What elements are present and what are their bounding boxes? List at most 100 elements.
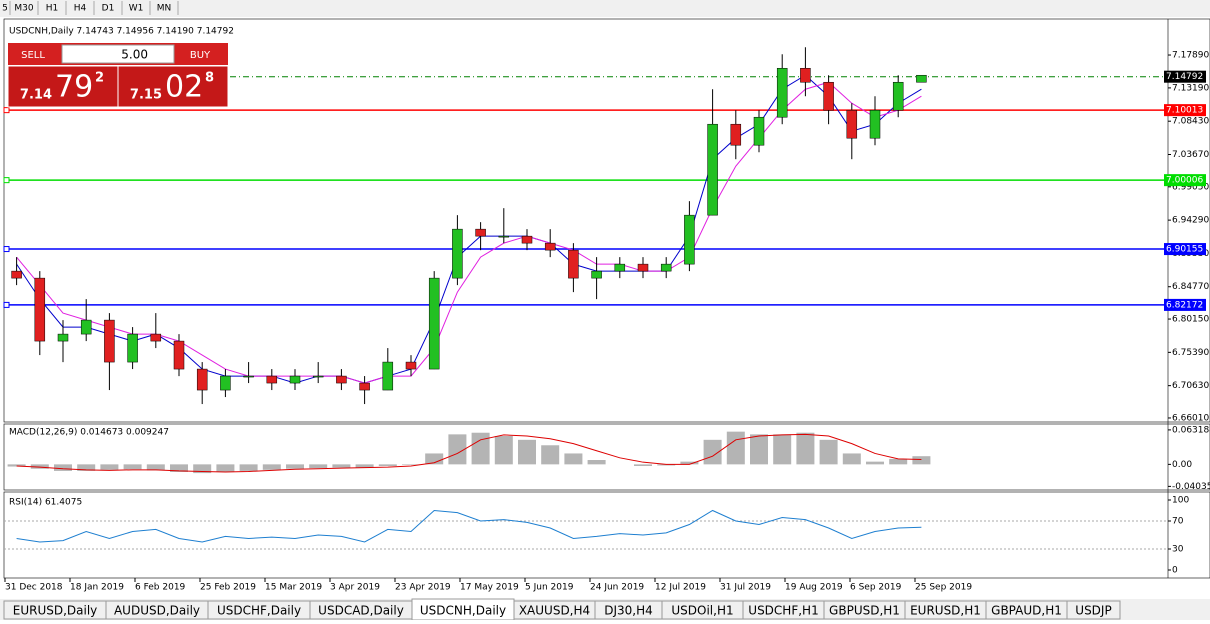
macd-bar: [750, 434, 768, 465]
macd-bar: [100, 464, 119, 470]
timeframe-button[interactable]: 5: [2, 4, 8, 14]
buy-price-box[interactable]: [117, 65, 229, 108]
tab-label[interactable]: USDCAD,Daily: [318, 604, 404, 618]
level-label-box: [1164, 298, 1206, 311]
candle-body: [475, 228, 486, 237]
level-label: 7.10013: [1166, 106, 1203, 116]
y-tick-label: 0.063184: [1172, 425, 1210, 435]
macd-bar: [518, 439, 536, 465]
macd-bar: [564, 453, 583, 465]
macd-bar: [146, 464, 165, 471]
tab[interactable]: [1066, 600, 1121, 620]
candle-body: [684, 214, 695, 265]
level-label: 6.82172: [1166, 300, 1203, 310]
x-tick-label: 31 Jul 2019: [720, 583, 771, 593]
x-tick-label: 15 Mar 2019: [265, 583, 322, 593]
candle-body: [173, 340, 185, 370]
tab-label[interactable]: EURUSD,Daily: [13, 604, 98, 618]
y-tick-label: 7.03670: [1172, 150, 1209, 160]
macd-bar: [216, 464, 235, 472]
toolbar: [0, 0, 1210, 17]
tab-label[interactable]: AUDUSD,Daily: [114, 604, 200, 618]
buy-label[interactable]: BUY: [190, 50, 211, 61]
macd-bar: [680, 461, 699, 465]
candle-body: [776, 67, 788, 118]
candle-body: [753, 116, 765, 146]
lots-value[interactable]: 5.00: [121, 48, 148, 62]
candle-body: [336, 375, 347, 384]
candle-body: [800, 67, 811, 83]
level-handle: [3, 107, 10, 114]
y-tick-label: 7.17890: [1172, 51, 1209, 61]
candle-body: [916, 74, 927, 83]
macd-bar: [866, 461, 884, 465]
candle-body: [568, 249, 579, 279]
level-label: 6.90155: [1166, 245, 1203, 255]
candle-body: [660, 263, 672, 272]
candle-body: [359, 382, 370, 391]
tab-label[interactable]: USDCHF,Daily: [217, 604, 301, 618]
macd-bar: [123, 464, 142, 470]
tab-label[interactable]: USDCNH,Daily: [420, 604, 506, 618]
macd-bar: [819, 439, 838, 465]
tab-label[interactable]: EURUSD,H1: [910, 604, 981, 618]
macd-bar: [448, 434, 467, 465]
x-tick-label: 25 Feb 2019: [200, 583, 256, 593]
timeframe-button[interactable]: M30: [14, 4, 33, 14]
tab-label[interactable]: DJ30,H4: [604, 604, 653, 618]
candle-body: [707, 123, 718, 216]
chart-title: USDCNH,Daily 7.14743 7.14956 7.14190 7.1…: [9, 27, 234, 37]
macd-bar: [239, 464, 258, 471]
macd-bar: [54, 464, 72, 471]
x-tick-label: 18 Jan 2019: [70, 583, 124, 593]
sell-label[interactable]: SELL: [21, 50, 45, 61]
candle-body: [266, 375, 278, 384]
tab-label[interactable]: GBPAUD,H1: [991, 604, 1062, 618]
x-tick-label: 24 Jun 2019: [590, 583, 644, 593]
candle-body: [591, 270, 602, 279]
timeframe-button[interactable]: H4: [74, 4, 87, 14]
current-price-label: 7.14792: [1166, 72, 1203, 82]
tab-label[interactable]: XAUUSD,H4: [519, 604, 590, 618]
x-tick-label: 25 Sep 2019: [915, 583, 972, 593]
macd-bar: [309, 464, 328, 469]
y-tick-label: 100: [1172, 496, 1189, 506]
macd-bar: [726, 431, 745, 465]
timeframe-button[interactable]: H1: [46, 4, 59, 14]
timeframe-button[interactable]: W1: [129, 4, 144, 14]
lots-input[interactable]: [61, 44, 175, 64]
x-tick-label: 5 Jun 2019: [525, 583, 574, 593]
candle-body: [452, 228, 463, 279]
candle-body: [428, 277, 440, 370]
y-tick-label: 6.80150: [1172, 315, 1209, 325]
candle-body: [11, 270, 22, 279]
candle-body: [243, 375, 254, 378]
x-tick-label: 6 Feb 2019: [135, 583, 186, 593]
level-handle: [3, 301, 10, 308]
candle-body: [220, 375, 231, 391]
candle-body: [869, 109, 881, 139]
x-tick-label: 23 Apr 2019: [395, 583, 451, 593]
candle-body: [34, 277, 46, 342]
tab-label[interactable]: GBPUSD,H1: [829, 604, 900, 618]
macd-bar: [402, 464, 420, 465]
candle-body: [57, 333, 69, 342]
tab-label[interactable]: USDCHF,H1: [748, 604, 818, 618]
trade-panel: SELL BUY 5.00 7.14 79 2 7.15 02 8: [7, 43, 229, 108]
tab-label[interactable]: USDOil,H1: [671, 604, 733, 618]
y-tick-label: 6.99050: [1172, 182, 1209, 192]
x-tick-label: 19 Aug 2019: [785, 583, 843, 593]
macd-bar: [494, 436, 513, 465]
macd-bar: [773, 434, 792, 465]
macd-bar: [7, 464, 26, 467]
buy-price-frac: 8: [205, 71, 214, 86]
candle-body: [312, 375, 324, 378]
current-price-box: [1164, 70, 1206, 83]
timeframe-button[interactable]: MN: [157, 4, 172, 14]
tab-label[interactable]: USDJP: [1075, 604, 1111, 618]
timeframe-button[interactable]: D1: [102, 4, 115, 14]
y-tick-label: 6.75390: [1172, 348, 1209, 358]
level-label-box: [1164, 104, 1206, 117]
